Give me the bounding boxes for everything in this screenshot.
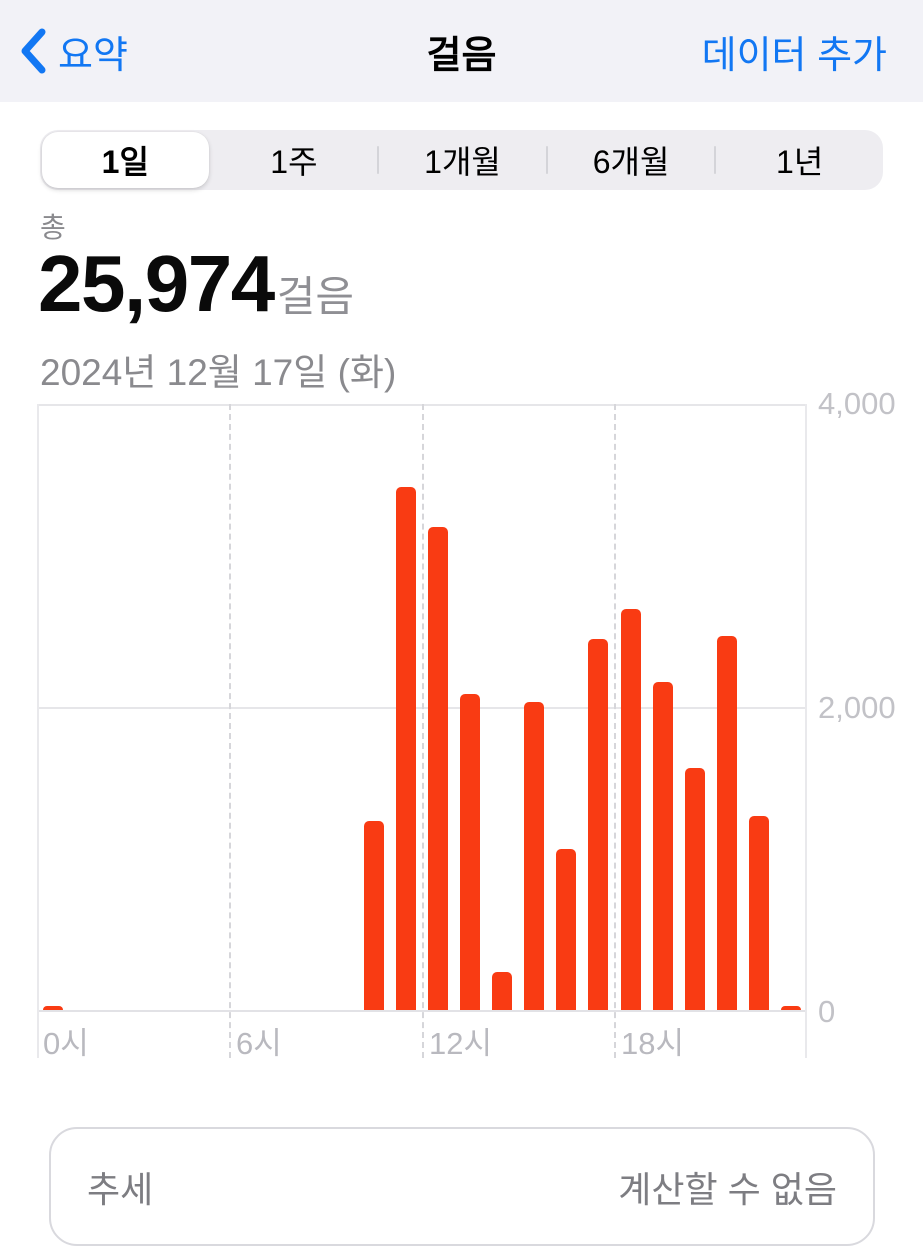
total-caption: 총 <box>40 212 66 243</box>
bar-hour-17[interactable] <box>588 639 608 1010</box>
tab-1-day[interactable]: 1일 <box>42 132 209 188</box>
plot-right-edge <box>805 404 807 1058</box>
tab-1-week[interactable]: 1주 <box>270 144 318 180</box>
y-tick-2000: 2,000 <box>818 690 896 725</box>
back-button[interactable]: 요약 <box>20 0 128 102</box>
add-data-button[interactable]: 데이터 추가 <box>701 34 887 77</box>
back-button-label: 요약 <box>58 34 128 77</box>
segment-divider <box>377 146 380 174</box>
segment-divider <box>545 146 548 174</box>
bar-hour-11[interactable] <box>396 487 416 1010</box>
gridline-hour-12 <box>422 404 424 1058</box>
bar-hour-23[interactable] <box>781 1006 801 1010</box>
page-title: 걸음 <box>426 34 497 77</box>
tab-1-year[interactable]: 1년 <box>776 144 824 180</box>
bar-hour-14[interactable] <box>492 972 512 1010</box>
bar-hour-20[interactable] <box>685 768 705 1010</box>
bar-hour-13[interactable] <box>460 694 480 1010</box>
x-tick-18h: 18시 <box>621 1026 685 1061</box>
total-steps-value: 25,974 <box>38 239 275 328</box>
x-tick-12h: 12시 <box>429 1026 493 1061</box>
time-range-segmented-control: 1일 1주 1개월 6개월 1년 <box>40 130 883 190</box>
total-value-row: 25,974 걸음 <box>38 242 354 326</box>
gridline-hour-6 <box>229 404 231 1058</box>
navigation-bar: 요약 걸음 데이터 추가 <box>0 0 923 102</box>
bar-hour-15[interactable] <box>524 702 544 1010</box>
trend-value: 계산할 수 없음 <box>618 1168 837 1210</box>
x-tick-6h: 6시 <box>236 1026 282 1061</box>
gridline-hour-18 <box>614 404 616 1058</box>
trend-label: 추세 <box>87 1168 154 1210</box>
y-tick-0: 0 <box>818 994 836 1029</box>
back-chevron-icon <box>21 28 46 74</box>
bar-hour-12[interactable] <box>428 527 448 1010</box>
bar-hour-0[interactable] <box>43 1006 63 1010</box>
x-tick-0h: 0시 <box>43 1026 89 1061</box>
bar-hour-21[interactable] <box>717 636 737 1010</box>
segment-divider <box>714 146 717 174</box>
y-tick-4000: 4,000 <box>818 386 896 421</box>
trend-card[interactable]: 추세 계산할 수 없음 <box>49 1127 875 1246</box>
tab-6-months[interactable]: 6개월 <box>592 144 670 180</box>
bar-hour-22[interactable] <box>749 816 769 1010</box>
chart-plot[interactable] <box>37 404 807 1058</box>
tab-1-month[interactable]: 1개월 <box>424 144 501 180</box>
bar-hour-19[interactable] <box>653 682 673 1010</box>
steps-unit-label: 걸음 <box>276 273 354 320</box>
bar-hour-16[interactable] <box>556 849 576 1010</box>
gridline-hour-0 <box>37 404 39 1058</box>
date-label: 2024년 12월 17일 (화) <box>40 352 397 393</box>
bar-hour-10[interactable] <box>364 821 384 1010</box>
bar-hour-18[interactable] <box>621 609 641 1010</box>
